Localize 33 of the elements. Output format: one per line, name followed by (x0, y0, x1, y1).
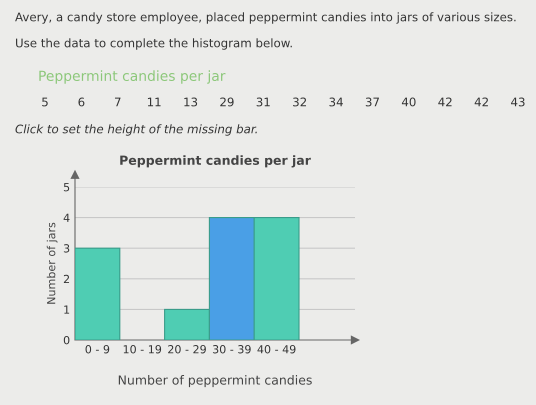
y-tick-label: 3 (64, 244, 70, 253)
text: 42 (438, 97, 452, 106)
text: 32 (293, 97, 306, 106)
text: 29 (220, 97, 234, 106)
text: 34 (329, 97, 343, 106)
x-tick-label: 30 - 39 (212, 345, 251, 354)
text: Avery, a candy store employee, placed peppermint candies into jars of various sizes. (15, 12, 516, 24)
text: 6 (78, 97, 84, 106)
text: 43 (511, 97, 525, 106)
x-tick-label: 10 - 19 (124, 345, 162, 354)
x-tick-label: 40 - 49 (257, 345, 296, 354)
text: 7 (114, 98, 121, 106)
text: Click to set the height of the missing bar. (15, 124, 257, 136)
text: Use the data to complete the histogram below. (16, 38, 292, 50)
text: 11 (148, 98, 161, 106)
text: 13 (184, 97, 198, 106)
text: Peppermint candies per jar (39, 70, 226, 84)
y-tick-label: 5 (64, 183, 70, 192)
x-axis-title: Number of peppermint candies (118, 375, 312, 388)
text: 37 (366, 97, 379, 106)
chart-title: Peppermint candies per jar (120, 155, 311, 168)
bar (75, 248, 120, 340)
y-tick-label: 2 (64, 274, 70, 284)
y-axis-title: Number of jars (46, 222, 58, 304)
text: 40 (402, 97, 416, 106)
y-tick-label: 4 (64, 214, 70, 222)
text: 5 (42, 98, 48, 106)
y-tick-label: 1 (64, 306, 70, 314)
x-tick-label: 0 - 9 (86, 345, 110, 354)
x-tick-label: 20 - 29 (168, 345, 206, 354)
y-tick-label: 0 (64, 336, 70, 344)
text: 42 (474, 97, 488, 106)
text: 31 (256, 97, 270, 106)
